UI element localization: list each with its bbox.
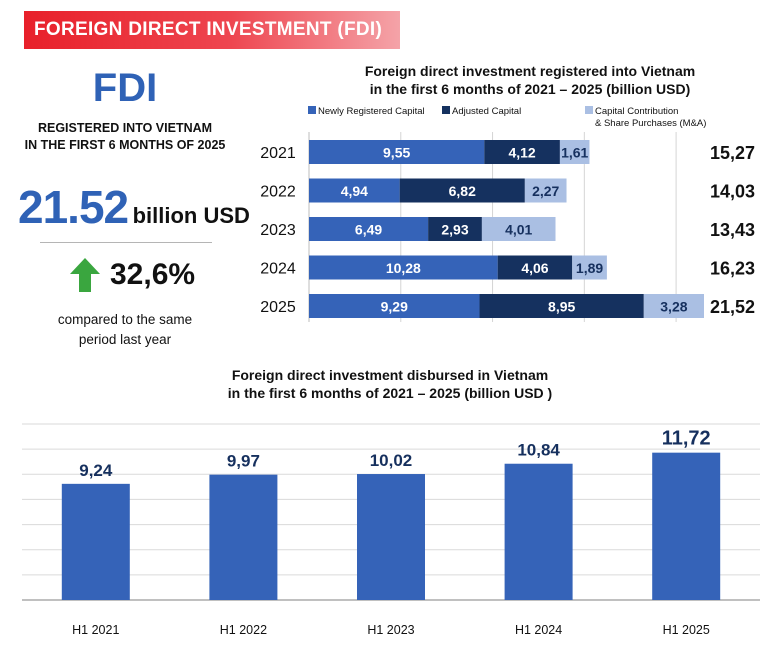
category-label: 2023: [260, 222, 296, 239]
category-label: H1 2023: [367, 623, 414, 637]
disbursed-chart-title: Foreign direct investment disbursed in V…: [160, 366, 620, 402]
bar-value-label: 11,72: [662, 428, 711, 450]
bar-segment-3: [572, 255, 607, 280]
bar-value-label: 10,02: [370, 451, 413, 470]
bar: [209, 474, 278, 600]
total-label: 13,43: [710, 220, 755, 240]
bar-segment-2: [428, 217, 482, 241]
fdi-subtitle: REGISTERED INTO VIETNAM IN THE FIRST 6 M…: [20, 120, 230, 154]
bar-segment-2: [484, 140, 560, 164]
bar-value-label: 4,12: [508, 145, 535, 161]
disbursed-chart-title-line2: in the first 6 months of 2021 – 2025 (bi…: [227, 385, 553, 401]
bar-segment-1: [309, 140, 485, 164]
section-banner: FOREIGN DIRECT INVESTMENT (FDI): [24, 11, 400, 49]
total-label: 15,27: [710, 143, 755, 163]
bar-value-label: 6,49: [355, 222, 382, 238]
bar-segment-1: [309, 294, 480, 318]
bar-segment-1: [309, 255, 498, 280]
category-label: 2021: [260, 145, 296, 162]
bar-value-label: 8,95: [548, 299, 575, 315]
registered-chart-title: Foreign direct investment registered int…: [300, 62, 760, 98]
fdi-heading: FDI: [92, 66, 158, 110]
bar-segment-3: [481, 217, 556, 241]
bar-segment-3: [559, 140, 590, 164]
bar-segment-3: [524, 178, 567, 203]
registered-chart-title-line2: in the first 6 months of 2021 – 2025 (bi…: [369, 81, 691, 97]
legend-label-2: Adjusted Capital: [452, 106, 521, 117]
bar-value-label: 1,89: [576, 260, 603, 276]
total-label: 16,23: [710, 259, 755, 279]
category-label: 2024: [260, 261, 296, 278]
legend-swatch-1: [308, 106, 316, 114]
up-arrow-icon: [70, 258, 100, 292]
bar-value-label: 4,01: [505, 222, 532, 238]
bar-segment-3: [643, 294, 704, 318]
bar-value-label: 2,93: [441, 222, 468, 238]
bar-value-label: 6,82: [449, 183, 476, 199]
disbursed-chart-title-line1: Foreign direct investment disbursed in V…: [231, 367, 549, 383]
growth-indicator: 32,6%: [70, 256, 210, 296]
total-label: 14,03: [710, 182, 755, 202]
legend-label-3: Capital Contribution: [595, 106, 678, 117]
bar-value-label: 9,55: [383, 145, 410, 161]
bar-value-label: 10,84: [517, 441, 560, 460]
fdi-subtitle-line2: IN THE FIRST 6 MONTHS OF 2025: [24, 138, 226, 152]
bar-value-label: 4,06: [521, 260, 548, 276]
comparison-note: compared to the same period last year: [20, 310, 230, 350]
summary-divider: [40, 242, 212, 243]
bar: [504, 463, 573, 600]
category-label: H1 2025: [663, 623, 710, 637]
bar-value-label: 3,28: [660, 299, 687, 315]
category-label: H1 2024: [515, 623, 562, 637]
bar-value-label: 1,61: [561, 145, 588, 161]
legend-swatch-2: [442, 106, 450, 114]
legend-label-3-line2: & Share Purchases (M&A): [595, 118, 706, 129]
growth-percent: 32,6%: [110, 258, 196, 291]
category-label: H1 2022: [220, 623, 267, 637]
category-label: H1 2021: [72, 623, 119, 637]
fdi-subtitle-line1: REGISTERED INTO VIETNAM: [37, 121, 213, 135]
bar-segment-1: [309, 217, 429, 241]
registered-chart-title-line1: Foreign direct investment registered int…: [364, 63, 696, 79]
total-value-number: 21.52: [18, 181, 129, 233]
comparison-note-line1: compared to the same: [57, 312, 193, 327]
bar: [652, 452, 721, 600]
legend-label-1: Newly Registered Capital: [318, 106, 425, 117]
total-value: 21.52 billion USD: [18, 180, 258, 234]
category-label: 2025: [260, 299, 296, 316]
category-label: 2022: [260, 184, 296, 201]
bar-value-label: 9,24: [79, 461, 113, 480]
total-label: 21,52: [710, 297, 755, 317]
bar-value-label: 10,28: [386, 260, 421, 276]
bar-value-label: 9,97: [227, 452, 260, 471]
bar: [357, 474, 425, 600]
bar-segment-2: [497, 255, 573, 280]
bar-segment-1: [309, 178, 400, 203]
comparison-note-line2: period last year: [78, 332, 172, 347]
legend-swatch-3: [585, 106, 593, 114]
bar-value-label: 9,29: [381, 299, 408, 315]
bar-segment-2: [399, 178, 525, 203]
bar: [61, 483, 130, 600]
total-value-unit: billion USD: [132, 203, 250, 228]
bar-value-label: 4,94: [341, 183, 368, 199]
bar-value-label: 2,27: [532, 183, 559, 199]
bar-segment-2: [479, 294, 644, 318]
